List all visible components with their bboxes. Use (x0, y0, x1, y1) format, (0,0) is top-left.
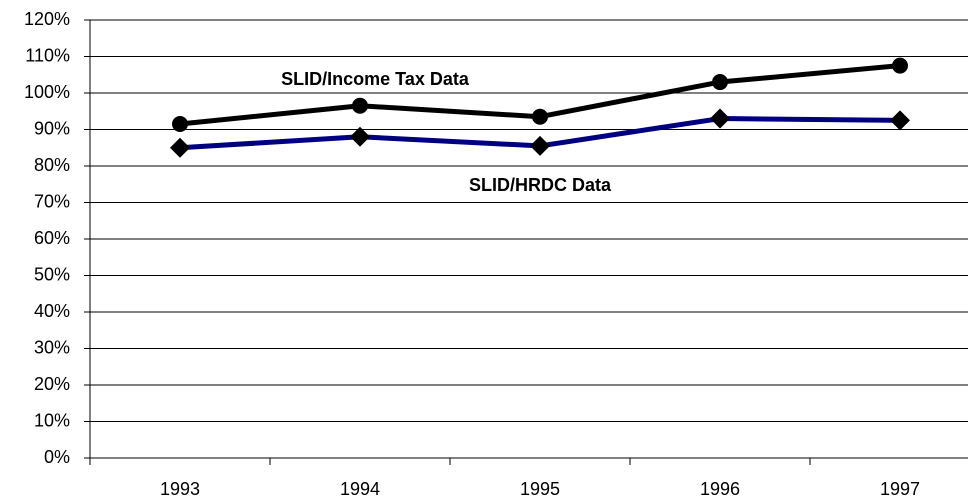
x-tick-label: 1995 (520, 479, 560, 499)
marker (712, 74, 728, 91)
marker (352, 97, 368, 114)
series-label: SLID/Income Tax Data (281, 69, 470, 89)
x-tick-label: 1996 (700, 479, 740, 499)
y-tick-label: 50% (34, 264, 70, 284)
y-tick-label: 110% (25, 45, 70, 65)
marker (532, 108, 548, 125)
y-tick-label: 70% (34, 191, 70, 211)
y-tick-label: 0% (44, 447, 70, 467)
marker (172, 116, 188, 133)
y-tick-label: 90% (34, 118, 70, 138)
x-tick-label: 1994 (340, 479, 380, 499)
y-tick-label: 100% (24, 82, 70, 102)
x-tick-label: 1993 (160, 479, 200, 499)
y-tick-label: 20% (34, 374, 70, 394)
x-tick-label: 1997 (880, 479, 920, 499)
marker (170, 137, 190, 158)
marker (890, 110, 910, 131)
y-tick-label: 40% (34, 301, 70, 321)
y-tick-label: 10% (34, 410, 70, 430)
marker (892, 57, 908, 74)
series-label: SLID/HRDC Data (469, 175, 612, 195)
marker (350, 126, 370, 147)
y-tick-label: 80% (34, 155, 70, 175)
marker (530, 135, 550, 156)
marker (710, 108, 730, 129)
y-tick-label: 120% (24, 9, 70, 29)
y-tick-label: 60% (34, 228, 70, 248)
y-tick-label: 30% (34, 337, 70, 357)
